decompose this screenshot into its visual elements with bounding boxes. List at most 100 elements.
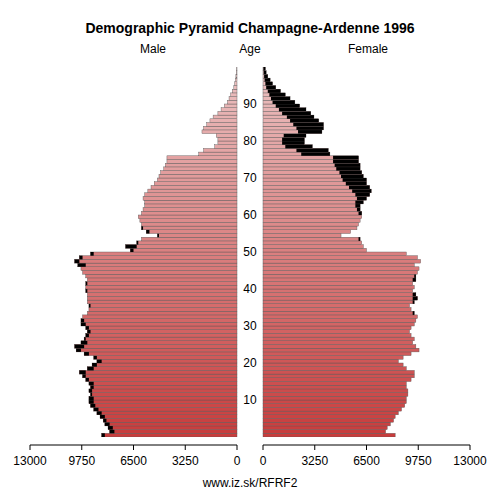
bar-male (89, 396, 237, 400)
y-tick (244, 208, 256, 209)
bar-male (84, 337, 237, 341)
bar-male (221, 108, 237, 112)
bar-male (83, 374, 237, 378)
bar-male (151, 185, 237, 189)
bar-male (89, 382, 237, 386)
bar-female (263, 241, 362, 245)
bar-male (86, 333, 237, 337)
bar-female (263, 163, 360, 167)
bar-male (140, 219, 237, 223)
bar-male (231, 93, 237, 97)
bar-male (81, 319, 237, 323)
bar-male (76, 348, 237, 352)
bar-male (218, 141, 237, 145)
surplus-female (413, 311, 415, 315)
bar-female (263, 160, 359, 164)
bar-male (87, 278, 237, 282)
surplus-female (269, 93, 285, 97)
bar-male (91, 393, 237, 397)
y-tick-label: 70 (243, 171, 257, 185)
y-tick (244, 245, 256, 246)
bar-male (145, 204, 237, 208)
bar-male (79, 256, 237, 260)
bar-female (263, 152, 330, 156)
bar-female (263, 189, 371, 193)
bar-female (263, 248, 367, 252)
bar-male (146, 230, 237, 234)
surplus-female (413, 293, 416, 297)
bar-female (263, 333, 411, 337)
x-tick-label: 0 (260, 454, 267, 468)
bar-female (263, 234, 341, 238)
bar-female (263, 407, 402, 411)
bar-male (165, 163, 237, 167)
bar-female (263, 300, 414, 304)
bar-male (86, 326, 237, 330)
bar-male (102, 433, 237, 437)
x-tick (30, 445, 31, 450)
surplus-male (89, 304, 91, 308)
x-tick-label: 9750 (68, 454, 95, 468)
surplus-female (264, 71, 267, 75)
source: www.iz.sk/RFRF2 (202, 476, 298, 490)
bar-female (263, 426, 387, 430)
bar-female (263, 226, 357, 230)
surplus-female (335, 163, 360, 167)
bar-female (263, 104, 300, 108)
bar-female (263, 422, 390, 426)
surplus-male (84, 337, 86, 341)
bar-female (263, 100, 295, 104)
bar-female (263, 86, 276, 90)
bar-male (89, 304, 237, 308)
bar-male (235, 82, 237, 86)
surplus-male (81, 341, 87, 345)
y-tick-label: 60 (243, 208, 257, 222)
bar-female (263, 326, 411, 330)
surplus-female (290, 119, 319, 123)
bar-female (263, 171, 362, 175)
bar-male (218, 111, 237, 115)
bar-male (199, 152, 237, 156)
bar-female (263, 193, 370, 197)
bar-male (218, 137, 237, 141)
y-tick (244, 319, 256, 320)
x-tick (185, 445, 186, 450)
surplus-female (266, 86, 276, 90)
bar-female (263, 67, 265, 71)
surplus-female (414, 274, 416, 278)
bar-male (157, 234, 237, 238)
bar-male (145, 193, 237, 197)
chart: Demographic Pyramid Champagne-Ardenne 19… (0, 0, 500, 500)
surplus-female (293, 123, 323, 127)
bar-male (86, 274, 237, 278)
bar-female (263, 119, 319, 123)
surplus-female (285, 145, 312, 149)
bar-female (263, 389, 408, 393)
surplus-female (265, 82, 272, 86)
bar-female (263, 111, 311, 115)
bar-female (263, 419, 394, 423)
y-tick (244, 356, 256, 357)
surplus-male (86, 326, 89, 330)
surplus-male (75, 259, 80, 263)
bar-male (87, 296, 237, 300)
surplus-female (359, 211, 362, 215)
surplus-female (343, 178, 367, 182)
bar-male (141, 211, 237, 215)
bar-female (263, 308, 411, 312)
bar-female (263, 400, 406, 404)
bar-male (204, 148, 237, 152)
bar-male (83, 271, 237, 275)
bar-female (263, 370, 414, 374)
x-tick-label: 3250 (301, 454, 328, 468)
bar-female (263, 352, 411, 356)
bar-female (263, 319, 416, 323)
surplus-male (86, 282, 88, 286)
bar-male (94, 407, 237, 411)
bar-female (263, 404, 405, 408)
bar-female (263, 108, 306, 112)
legend-female: Female (348, 42, 388, 56)
bar-male (94, 356, 237, 360)
bar-female (263, 296, 417, 300)
y-tick-label: 30 (243, 319, 257, 333)
